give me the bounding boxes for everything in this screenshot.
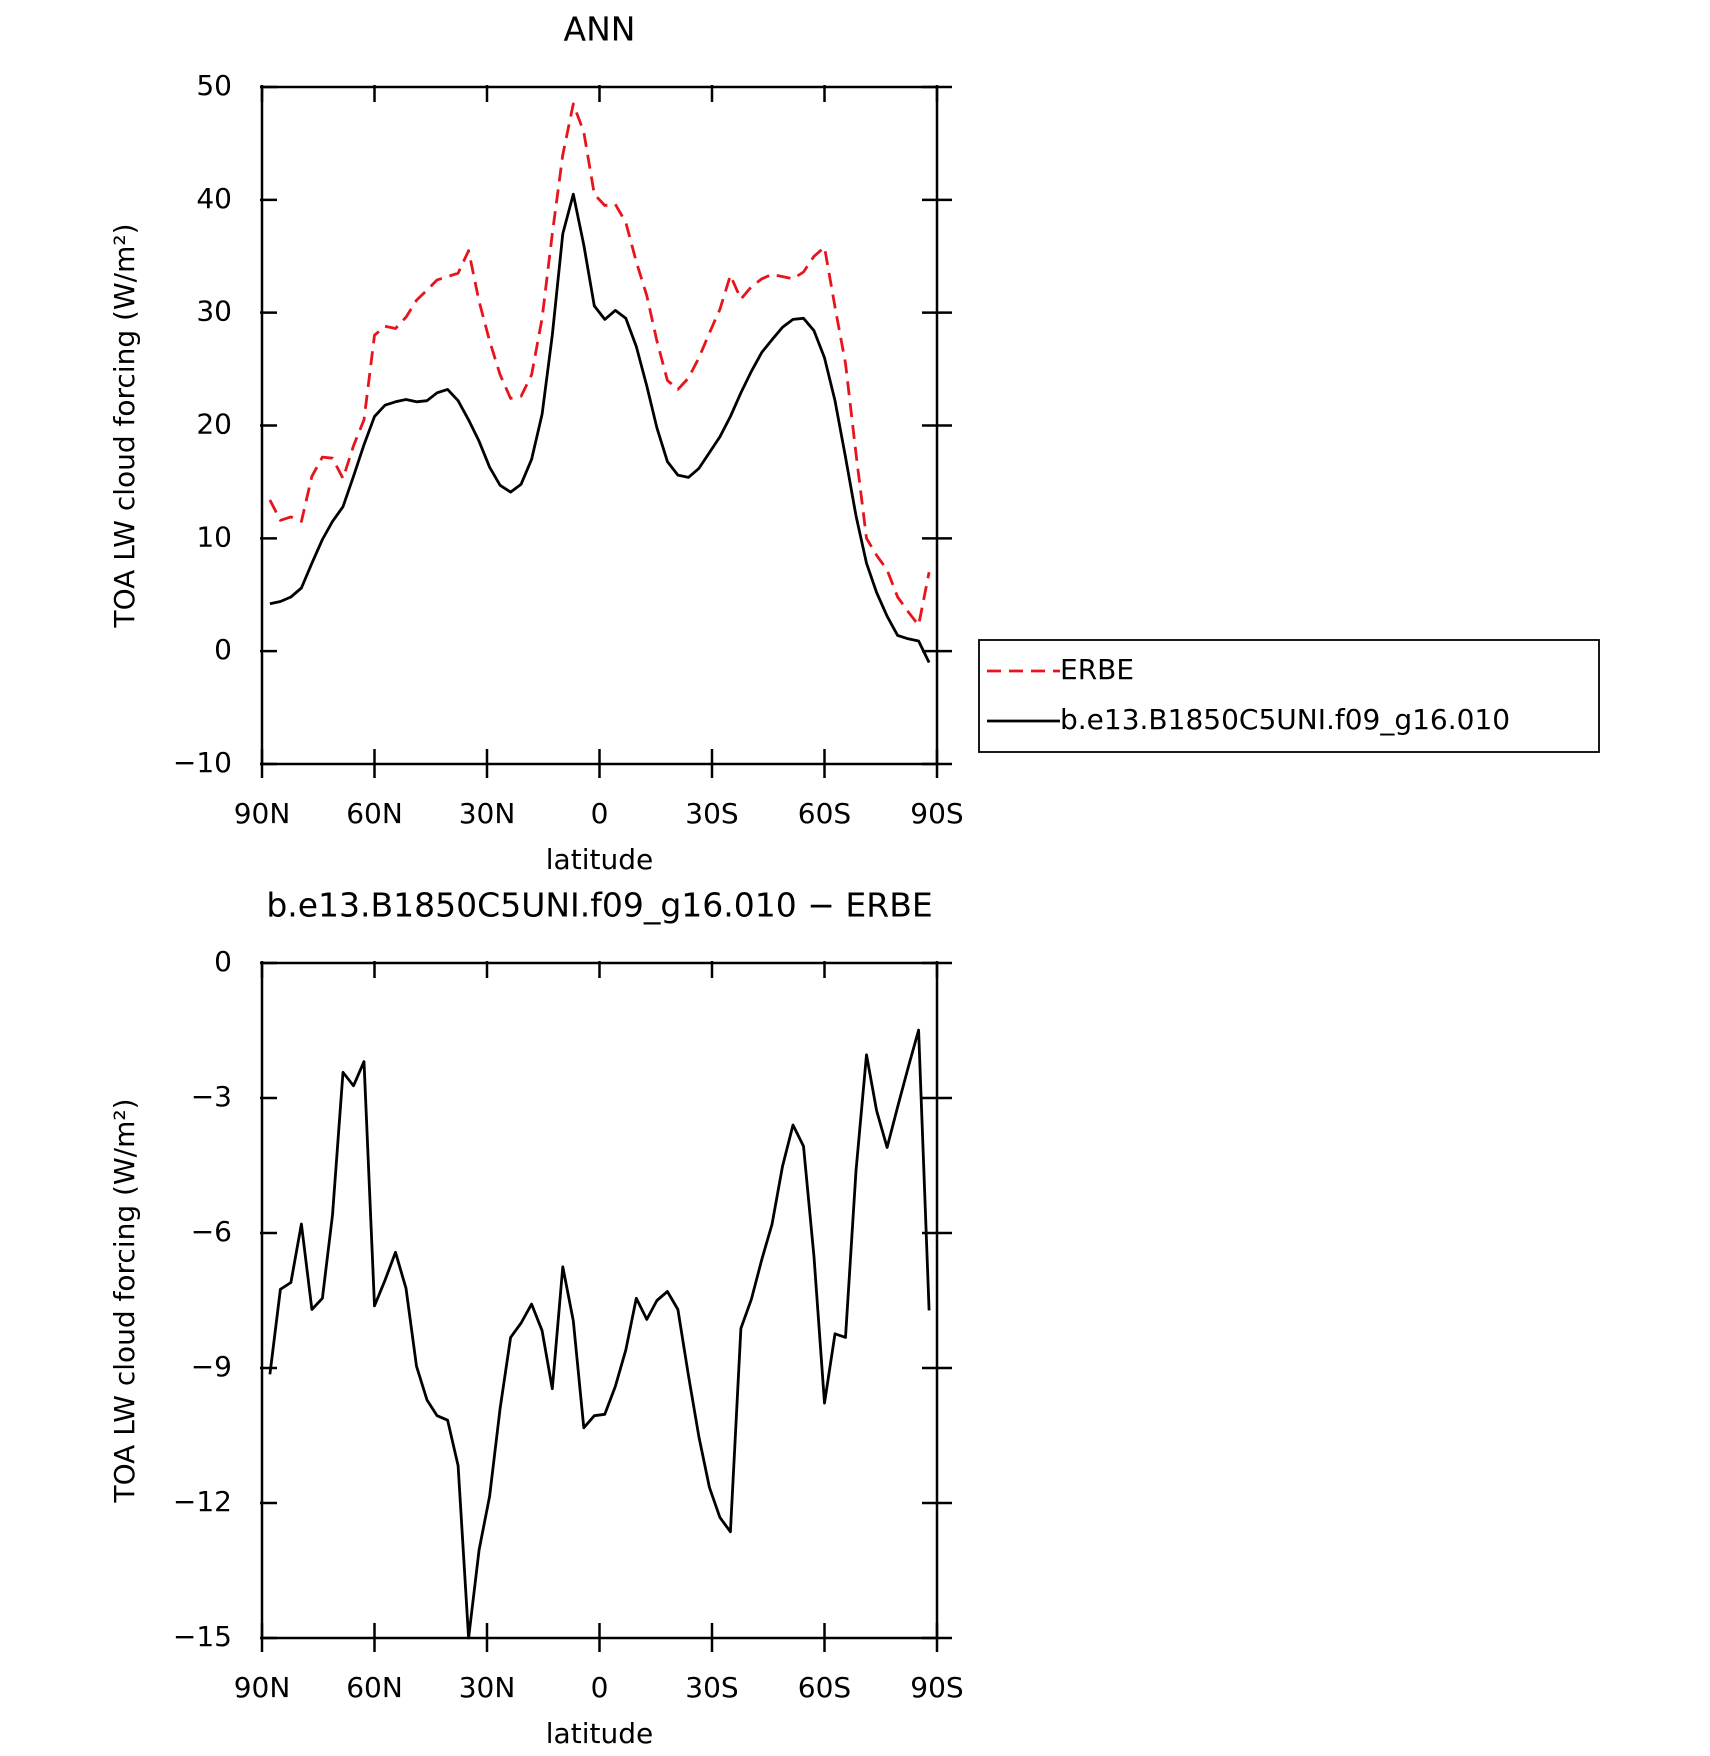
x-tick-label: 0 — [591, 1671, 609, 1704]
x-tick-label: 90N — [234, 797, 291, 830]
x-tick-label: 90N — [234, 1671, 291, 1704]
data-line — [269, 192, 931, 664]
y-tick-label: −9 — [191, 1350, 232, 1383]
y-tick-label: 40 — [196, 182, 232, 215]
x-tick-label: 0 — [591, 797, 609, 830]
x-tick-label: 30N — [459, 797, 516, 830]
x-tick-label: 60S — [798, 797, 851, 830]
y-tick-label: 0 — [214, 633, 232, 666]
plot-frame — [260, 85, 939, 766]
y-tick-label: −6 — [191, 1215, 232, 1248]
legend-label: ERBE — [1060, 653, 1134, 686]
y-tick-label: 20 — [196, 408, 232, 441]
x-tick-label: 30N — [459, 1671, 516, 1704]
plot-frame — [260, 961, 939, 1640]
y-tick-label: 30 — [196, 295, 232, 328]
x-tick-label: 60N — [346, 1671, 403, 1704]
data-line — [268, 1028, 931, 1640]
chart-title: b.e13.B1850C5UNI.f09_g16.010 − ERBE — [266, 886, 932, 925]
chart-title: ANN — [564, 10, 636, 49]
x-axis-label: latitude — [546, 1717, 653, 1750]
y-tick-label: 50 — [196, 69, 232, 102]
x-tick-label: 90S — [910, 797, 963, 830]
y-tick-label: 10 — [196, 520, 232, 553]
y-tick-label: −15 — [173, 1620, 232, 1653]
x-tick-label: 30S — [685, 1671, 738, 1704]
x-tick-label: 30S — [685, 797, 738, 830]
legend-box — [978, 639, 1600, 753]
x-axis-label: latitude — [546, 843, 653, 876]
data-line — [268, 102, 931, 627]
x-tick-label: 60S — [798, 1671, 851, 1704]
x-tick-label: 90S — [910, 1671, 963, 1704]
y-axis-label: TOA LW cloud forcing (W/m²) — [108, 1099, 141, 1504]
legend-label: b.e13.B1850C5UNI.f09_g16.010 — [1060, 703, 1510, 736]
y-tick-label: −12 — [173, 1485, 232, 1518]
y-tick-label: −10 — [173, 746, 232, 779]
x-tick-label: 60N — [346, 797, 403, 830]
y-tick-label: −3 — [191, 1080, 232, 1113]
y-tick-label: 0 — [214, 945, 232, 978]
y-axis-label: TOA LW cloud forcing (W/m²) — [108, 224, 141, 629]
